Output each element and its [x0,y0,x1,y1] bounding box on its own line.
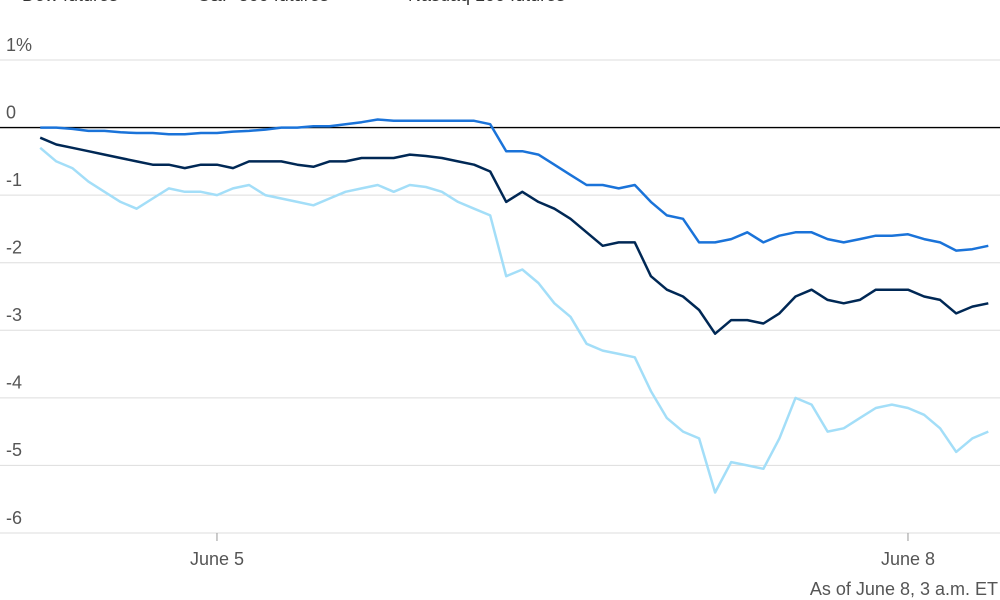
y-tick-label: -2 [6,237,22,257]
grid: 1% 0 -1 -2 -3 -4 -5 -6 June 5 June 8 [0,35,1000,569]
y-tick-label: -4 [6,373,22,393]
series-line [39,136,989,335]
y-tick-label: 1% [6,35,32,55]
y-tick-label: -3 [6,305,22,325]
plot-area [39,118,989,494]
x-tick-label: June 8 [881,549,935,569]
legend-label: Nasdaq 100 futures [408,0,565,5]
y-tick-label: -1 [6,170,22,190]
series-line [40,118,989,252]
series-line [39,146,989,494]
legend-label: S&P 500 futures [198,0,329,5]
y-tick-label: -5 [6,440,22,460]
y-tick-label: -6 [6,508,22,528]
y-tick-label: 0 [6,102,16,122]
legend: Dow futures S&P 500 futures Nasdaq 100 fut… [22,0,565,5]
footnote: As of June 8, 3 a.m. ET [810,579,998,599]
x-tick-label: June 5 [190,549,244,569]
legend-label: Dow futures [22,0,118,5]
